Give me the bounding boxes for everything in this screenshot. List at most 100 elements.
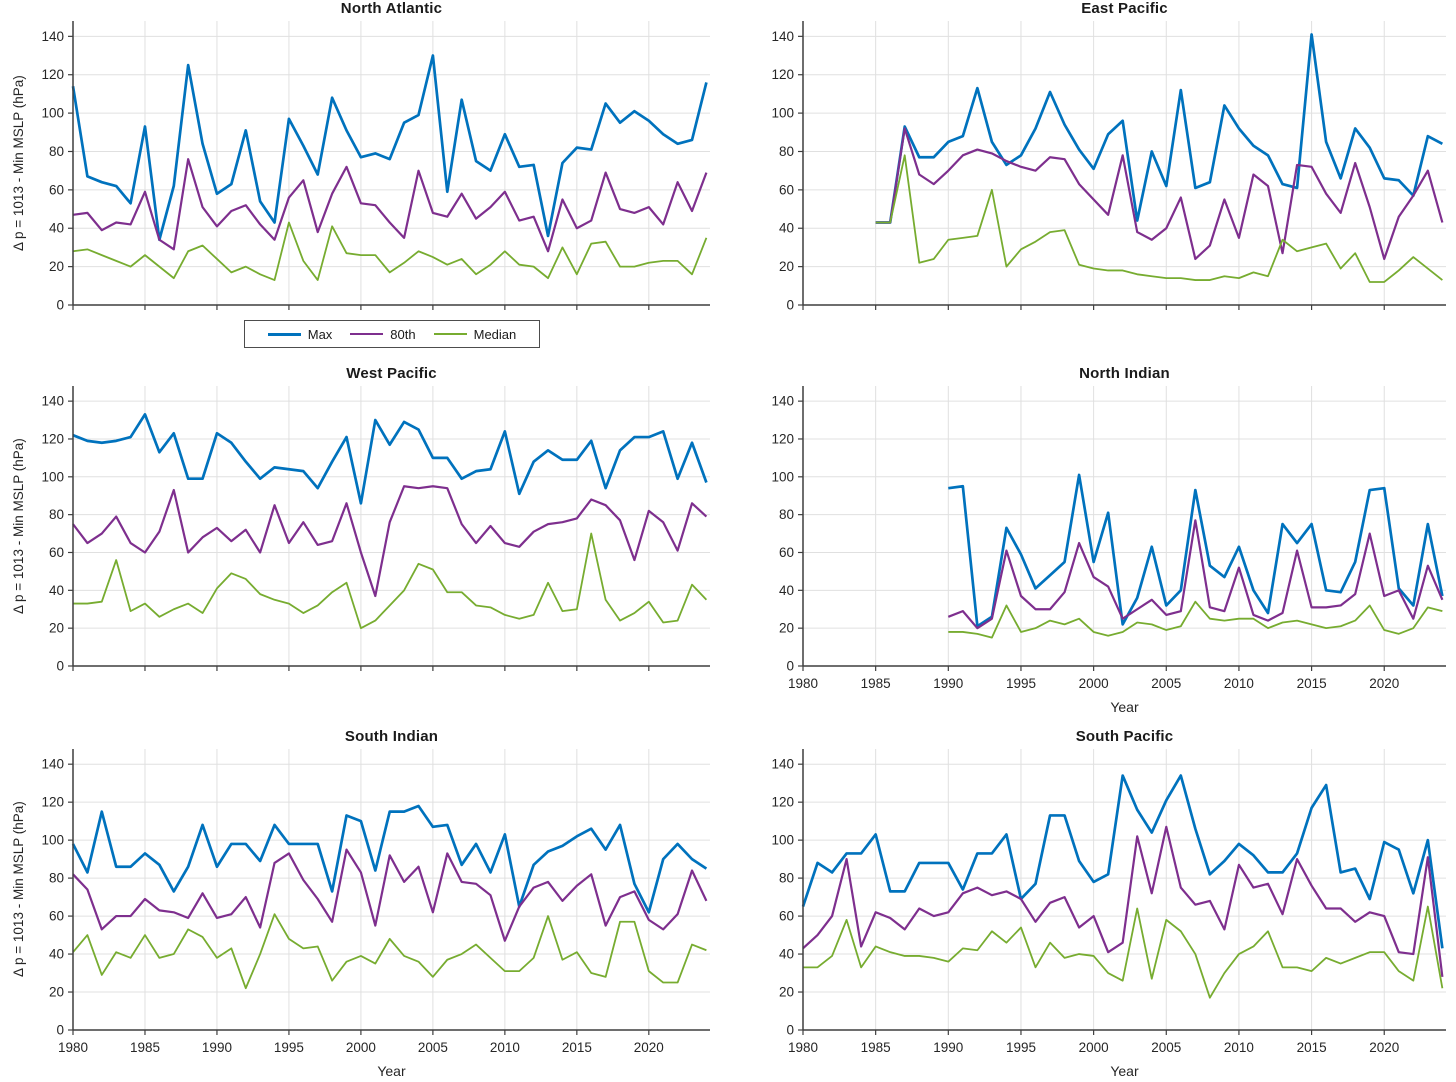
legend-label-max: Max	[307, 326, 333, 342]
x-axis-label: Year	[1110, 699, 1139, 715]
legend-item-median: Median	[433, 326, 517, 342]
svg-text:2020: 2020	[1369, 676, 1399, 691]
svg-text:1985: 1985	[130, 1040, 160, 1055]
x-axis-label: Year	[1110, 1063, 1139, 1079]
svg-text:100: 100	[771, 106, 794, 121]
svg-text:40: 40	[49, 947, 64, 962]
svg-text:60: 60	[779, 182, 794, 197]
svg-text:80: 80	[779, 871, 794, 886]
svg-text:2005: 2005	[1151, 676, 1181, 691]
svg-text:2000: 2000	[1079, 676, 1109, 691]
svg-text:20: 20	[779, 621, 794, 636]
panel-north-atlantic: North Atlantic Δ p = 1013 - Min MSLP (hP…	[11, 0, 710, 313]
legend-item-80th: 80th	[350, 326, 416, 342]
svg-text:80: 80	[779, 507, 794, 522]
svg-text:1990: 1990	[933, 1040, 963, 1055]
plot-area: 0 20 40 60 80 100 120 140 1980 1985 1990 1995 2000 20…	[771, 749, 1446, 1055]
svg-text:1980: 1980	[58, 1040, 88, 1055]
plot-area: 0 20 40 60 80 100 120 140 1980 1985 1990 1995 2000 20…	[41, 749, 710, 1055]
svg-text:120: 120	[41, 431, 64, 446]
svg-text:140: 140	[771, 757, 794, 772]
panel-east-pacific: East Pacific 0 20 40 60 80 100 120 140	[771, 0, 1446, 313]
svg-text:100: 100	[41, 469, 64, 484]
svg-text:2010: 2010	[1224, 1040, 1254, 1055]
legend-line-80th-icon	[350, 333, 384, 335]
svg-text:120: 120	[41, 67, 64, 82]
svg-text:20: 20	[49, 985, 64, 1000]
svg-text:100: 100	[41, 106, 64, 121]
svg-text:0: 0	[56, 659, 64, 674]
svg-text:2020: 2020	[1369, 1040, 1399, 1055]
plot-area: 0 20 40 60 80 100 120 140	[41, 386, 710, 674]
plot-area: 0 20 40 60 80 100 120 140	[41, 21, 710, 313]
svg-text:2005: 2005	[418, 1040, 448, 1055]
svg-text:120: 120	[771, 795, 794, 810]
svg-text:2000: 2000	[346, 1040, 376, 1055]
legend-label-80th: 80th	[390, 326, 416, 342]
svg-text:60: 60	[49, 909, 64, 924]
svg-text:100: 100	[771, 833, 794, 848]
svg-text:140: 140	[771, 394, 794, 409]
panel-title-south-indian: South Indian	[344, 728, 439, 745]
legend-label-median: Median	[473, 326, 517, 342]
svg-text:40: 40	[49, 221, 64, 236]
svg-text:0: 0	[56, 1023, 64, 1038]
svg-text:1990: 1990	[202, 1040, 232, 1055]
svg-text:60: 60	[49, 545, 64, 560]
panel-title-south-pacific: South Pacific	[1075, 728, 1174, 745]
svg-text:80: 80	[49, 507, 64, 522]
svg-text:60: 60	[779, 909, 794, 924]
svg-text:2000: 2000	[1079, 1040, 1109, 1055]
svg-text:2010: 2010	[490, 1040, 520, 1055]
x-axis-label: Year	[377, 1063, 406, 1079]
svg-text:140: 140	[771, 29, 794, 44]
svg-text:1995: 1995	[1006, 1040, 1036, 1055]
svg-text:2015: 2015	[562, 1040, 592, 1055]
svg-text:100: 100	[771, 469, 794, 484]
svg-text:100: 100	[41, 833, 64, 848]
panel-title-north-indian: North Indian	[1079, 365, 1170, 382]
svg-text:20: 20	[779, 985, 794, 1000]
panel-title-west-pacific: West Pacific	[346, 365, 437, 382]
svg-text:1990: 1990	[933, 676, 963, 691]
legend: Max 80th Median	[244, 320, 540, 348]
panel-north-indian: North Indian Year 0 20 40 60 80 100 120 140 1980…	[771, 365, 1446, 715]
svg-text:1995: 1995	[274, 1040, 304, 1055]
svg-text:1995: 1995	[1006, 676, 1036, 691]
svg-text:2015: 2015	[1297, 1040, 1327, 1055]
panel-west-pacific: West Pacific Δ p = 1013 - Min MSLP (hPa)…	[11, 365, 710, 674]
svg-text:140: 140	[41, 757, 64, 772]
panel-title-east-pacific: East Pacific	[1081, 0, 1168, 17]
svg-text:40: 40	[49, 583, 64, 598]
svg-text:0: 0	[786, 298, 794, 313]
svg-text:120: 120	[771, 67, 794, 82]
svg-text:2010: 2010	[1224, 676, 1254, 691]
svg-text:40: 40	[779, 221, 794, 236]
panel-south-indian: South Indian Δ p = 1013 - Min MSLP (hPa)…	[11, 728, 710, 1079]
panel-south-pacific: South Pacific Year 0 20 40 60 80 100 120 140 198…	[771, 728, 1446, 1079]
legend-line-max-icon	[267, 332, 301, 336]
svg-text:80: 80	[779, 144, 794, 159]
svg-text:140: 140	[41, 29, 64, 44]
svg-text:60: 60	[49, 182, 64, 197]
svg-text:2005: 2005	[1151, 1040, 1181, 1055]
svg-text:40: 40	[779, 583, 794, 598]
plot-area: 0 20 40 60 80 100 120 140 1980 1985 1990 1995 2000 20…	[771, 386, 1446, 691]
svg-text:0: 0	[786, 659, 794, 674]
plot-area: 0 20 40 60 80 100 120 140	[771, 21, 1446, 313]
svg-text:0: 0	[56, 298, 64, 313]
legend-item-max: Max	[267, 326, 333, 342]
svg-text:1985: 1985	[861, 676, 891, 691]
svg-text:40: 40	[779, 947, 794, 962]
svg-text:0: 0	[786, 1023, 794, 1038]
legend-line-median-icon	[433, 333, 467, 335]
panel-title-north-atlantic: North Atlantic	[340, 0, 443, 17]
svg-text:1985: 1985	[861, 1040, 891, 1055]
svg-text:140: 140	[41, 394, 64, 409]
svg-text:120: 120	[771, 431, 794, 446]
svg-text:120: 120	[41, 795, 64, 810]
svg-text:2020: 2020	[634, 1040, 664, 1055]
svg-text:20: 20	[49, 621, 64, 636]
svg-text:20: 20	[779, 259, 794, 274]
